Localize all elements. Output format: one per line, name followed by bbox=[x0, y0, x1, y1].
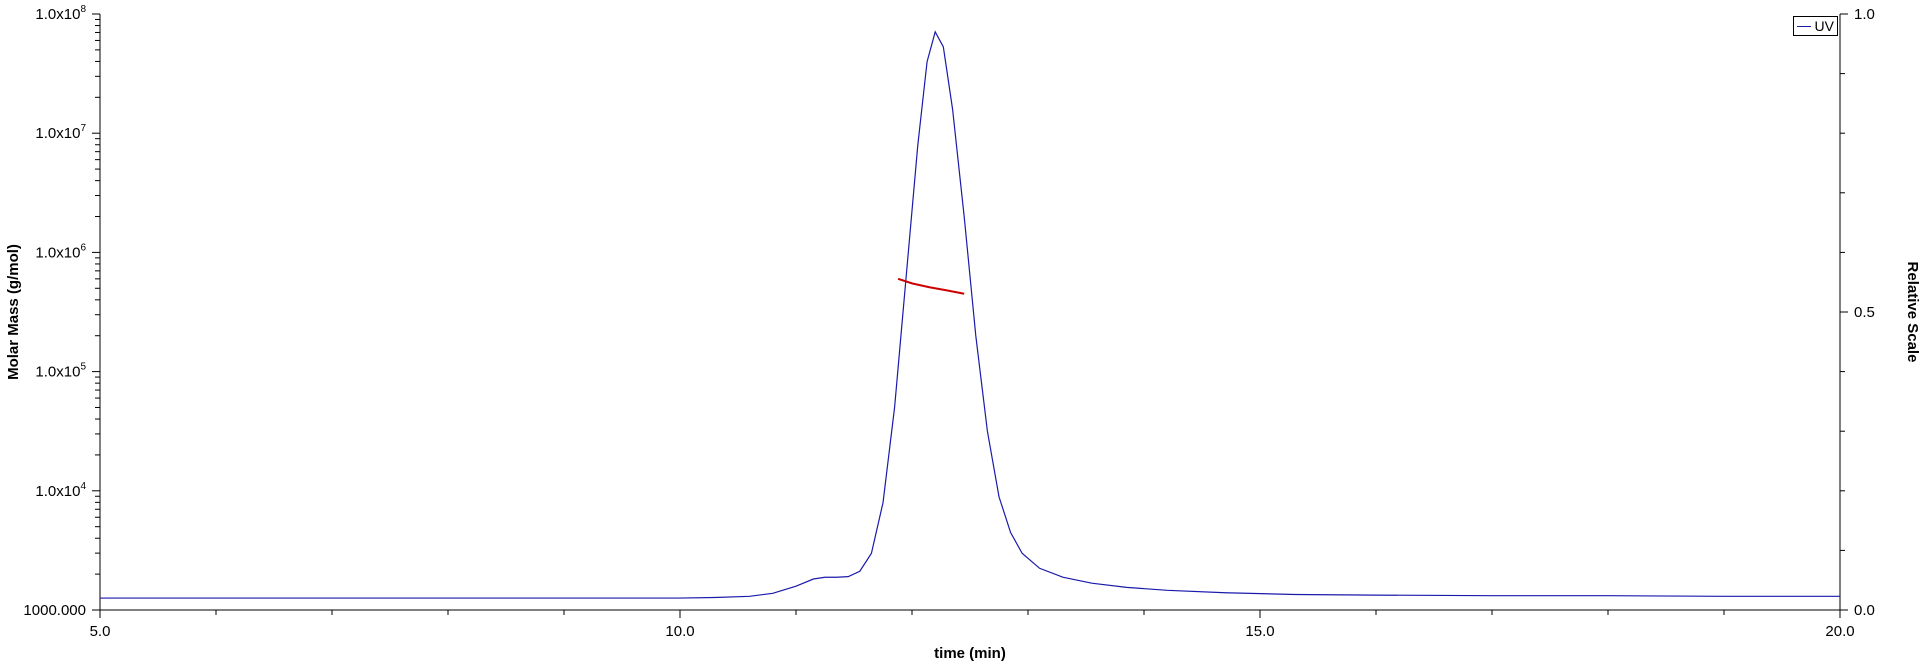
svg-text:0.5: 0.5 bbox=[1854, 304, 1875, 321]
svg-text:Relative Scale: Relative Scale bbox=[1904, 262, 1920, 363]
legend-line-uv bbox=[1797, 26, 1811, 27]
svg-text:1.0x107: 1.0x107 bbox=[35, 123, 86, 142]
svg-text:0.0: 0.0 bbox=[1854, 602, 1875, 619]
svg-text:15.0: 15.0 bbox=[1245, 623, 1274, 640]
svg-text:1.0x108: 1.0x108 bbox=[35, 4, 86, 23]
svg-text:Molar Mass (g/mol): Molar Mass (g/mol) bbox=[5, 244, 22, 380]
legend: UV bbox=[1793, 16, 1838, 36]
svg-text:10.0: 10.0 bbox=[665, 623, 694, 640]
chromatogram-chart: 5.0 10.0 15.0 20.0 time (min) 1000.000 1.0x104… bbox=[0, 0, 1920, 672]
svg-text:time (min): time (min) bbox=[934, 645, 1006, 662]
svg-text:20.0: 20.0 bbox=[1825, 623, 1854, 640]
chart-svg: 5.0 10.0 15.0 20.0 time (min) 1000.000 1.0x104… bbox=[0, 0, 1920, 672]
svg-text:1.0x104: 1.0x104 bbox=[35, 481, 86, 500]
series-molar-mass-overlay bbox=[898, 279, 964, 294]
series-uv-trace bbox=[100, 32, 1840, 598]
legend-label-uv: UV bbox=[1815, 18, 1834, 34]
svg-text:1000.000: 1000.000 bbox=[23, 602, 86, 619]
svg-text:1.0: 1.0 bbox=[1854, 6, 1875, 23]
svg-text:1.0x105: 1.0x105 bbox=[35, 362, 86, 381]
svg-text:5.0: 5.0 bbox=[90, 623, 111, 640]
svg-text:1.0x106: 1.0x106 bbox=[35, 242, 86, 261]
